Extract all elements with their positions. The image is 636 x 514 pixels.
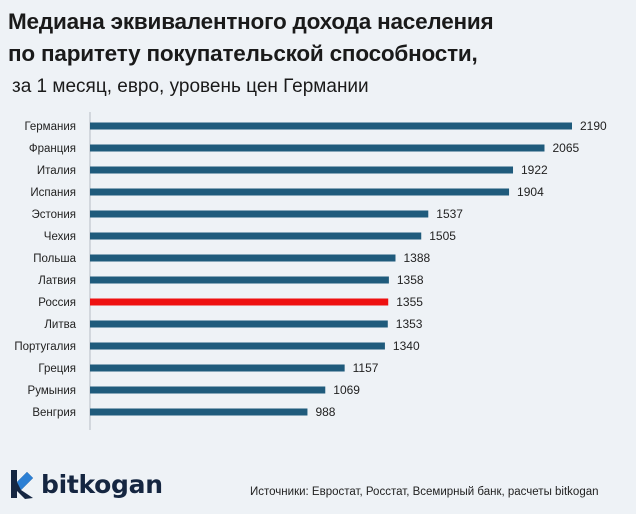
category-label: Польша — [33, 253, 76, 265]
category-label: Литва — [44, 319, 76, 331]
data-label: 1157 — [353, 361, 379, 375]
category-label: Россия — [38, 297, 76, 309]
brand-name: bitkogan — [41, 469, 163, 499]
bar — [90, 232, 422, 240]
category-label: Франция — [29, 143, 76, 155]
bar — [90, 166, 514, 174]
bar — [90, 210, 429, 218]
category-label: Венгрия — [32, 407, 76, 419]
data-label: 1505 — [429, 229, 456, 243]
bar — [90, 254, 396, 262]
bar-highlight — [90, 298, 389, 306]
data-label: 2190 — [580, 119, 607, 133]
bar — [90, 408, 308, 416]
category-label: Испания — [30, 187, 76, 199]
brand-logo: bitkogan — [8, 468, 163, 500]
data-label: 1355 — [396, 295, 423, 309]
category-label: Португалия — [14, 341, 76, 353]
bar — [90, 276, 389, 284]
bar — [90, 188, 510, 196]
data-label: 1069 — [333, 383, 360, 397]
data-label: 1358 — [397, 273, 424, 287]
data-label: 2065 — [552, 141, 579, 155]
bar — [90, 144, 545, 152]
bar — [90, 320, 388, 328]
category-label: Греция — [38, 363, 76, 375]
data-label: 1353 — [396, 317, 423, 331]
bar — [90, 122, 572, 130]
bar — [90, 364, 345, 372]
chart-title-line2: по паритету покупательской способности, — [8, 41, 478, 66]
bar — [90, 342, 385, 350]
bar-chart: Германия 2190 Франция 2065 Италия 1922 Испания… — [14, 112, 607, 430]
category-label: Эстония — [31, 209, 76, 221]
category-label: Чехия — [44, 231, 76, 243]
bitkogan-logo-icon — [11, 470, 33, 499]
data-label: 1340 — [393, 339, 420, 353]
chart-title-line1: Медиана эквивалентного дохода населения — [8, 9, 494, 34]
data-label: 1922 — [521, 163, 548, 177]
source-note: Источники: Евростат, Росстат, Всемирный … — [250, 486, 599, 498]
data-label: 1537 — [436, 207, 463, 221]
data-label: 1388 — [403, 251, 430, 265]
data-label: 988 — [315, 405, 335, 419]
category-label: Италия — [37, 165, 76, 177]
bar — [90, 386, 326, 394]
category-label: Латвия — [38, 275, 76, 287]
title-block: Медиана эквивалентного дохода населения … — [8, 6, 494, 100]
chart-subtitle: за 1 месяц, евро, уровень цен Германии — [12, 76, 369, 97]
category-label: Германия — [24, 121, 76, 133]
data-label: 1904 — [517, 185, 544, 199]
category-label: Румыния — [28, 385, 76, 397]
